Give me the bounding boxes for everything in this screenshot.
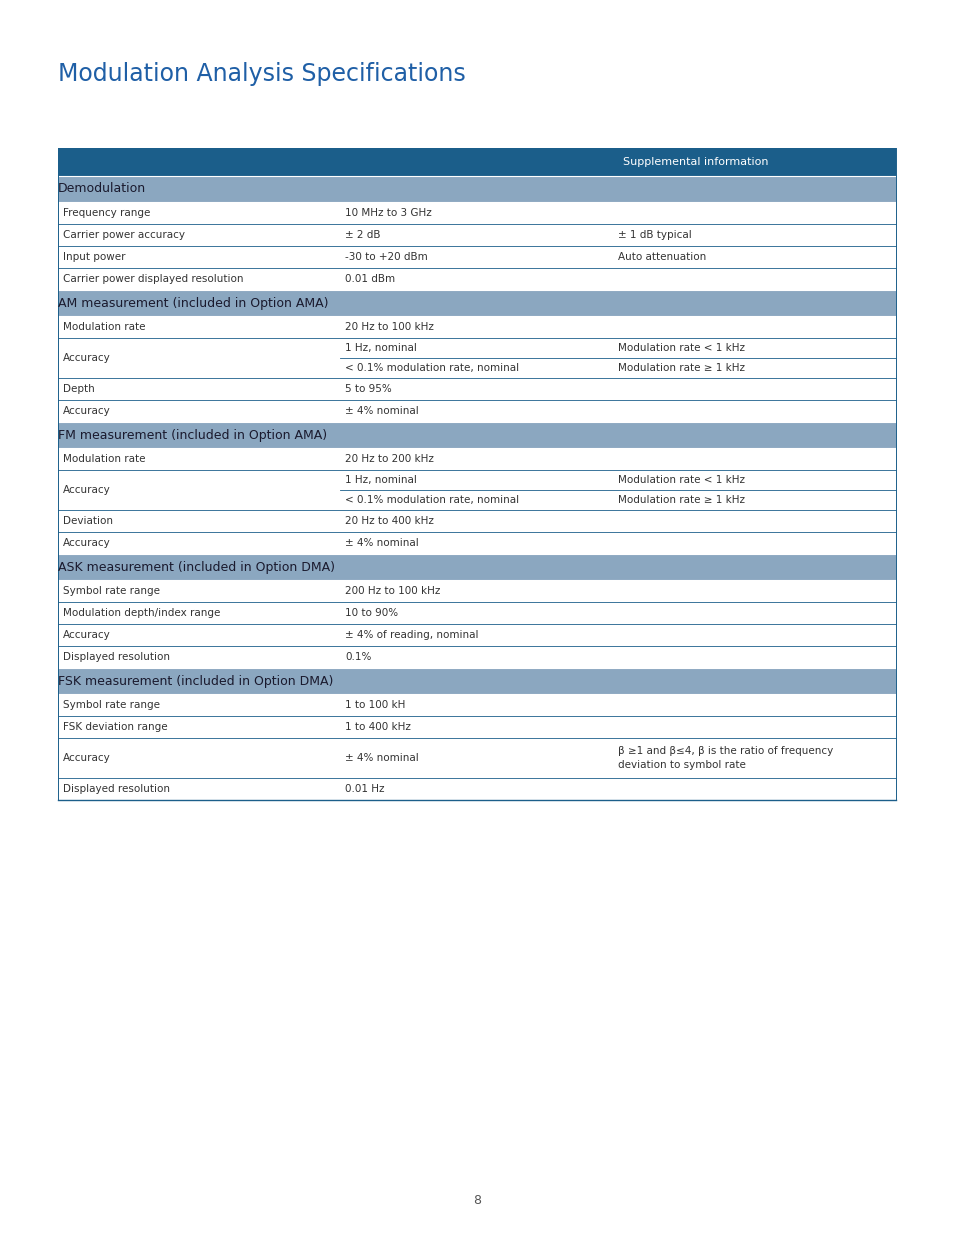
Text: Accuracy: Accuracy (63, 485, 111, 495)
Text: Displayed resolution: Displayed resolution (63, 784, 170, 794)
Text: Modulation Analysis Specifications: Modulation Analysis Specifications (58, 62, 465, 86)
Text: Displayed resolution: Displayed resolution (63, 652, 170, 662)
Bar (58, 646, 895, 668)
Text: Accuracy: Accuracy (63, 353, 111, 363)
Text: ± 4% nominal: ± 4% nominal (345, 538, 418, 548)
Text: Symbol rate range: Symbol rate range (63, 700, 160, 710)
Bar (58, 601, 895, 624)
Text: Modulation depth/index range: Modulation depth/index range (63, 608, 220, 618)
Bar (58, 694, 895, 716)
Text: 10 to 90%: 10 to 90% (345, 608, 397, 618)
Text: 8: 8 (473, 1193, 480, 1207)
Bar (58, 400, 895, 422)
Bar (58, 203, 895, 224)
Text: < 0.1% modulation rate, nominal: < 0.1% modulation rate, nominal (345, 363, 518, 373)
Text: FSK deviation range: FSK deviation range (63, 722, 168, 732)
Bar (58, 624, 895, 646)
Text: ± 4% of reading, nominal: ± 4% of reading, nominal (345, 630, 478, 640)
Text: β ≥1 and β≤4, β is the ratio of frequency: β ≥1 and β≤4, β is the ratio of frequenc… (618, 746, 832, 756)
Text: Modulation rate: Modulation rate (63, 322, 146, 332)
Text: Accuracy: Accuracy (63, 753, 111, 763)
Text: AM measurement (included in Option AMA): AM measurement (included in Option AMA) (58, 296, 328, 310)
Text: Accuracy: Accuracy (63, 630, 111, 640)
Text: Depth: Depth (63, 384, 94, 394)
Text: ASK measurement (included in Option DMA): ASK measurement (included in Option DMA) (58, 561, 335, 573)
Text: ± 4% nominal: ± 4% nominal (345, 753, 418, 763)
Text: Carrier power displayed resolution: Carrier power displayed resolution (63, 274, 243, 284)
Text: Modulation rate < 1 kHz: Modulation rate < 1 kHz (618, 475, 744, 485)
Text: FSK measurement (included in Option DMA): FSK measurement (included in Option DMA) (58, 674, 333, 688)
Text: -30 to +20 dBm: -30 to +20 dBm (345, 252, 427, 262)
Text: 20 Hz to 100 kHz: 20 Hz to 100 kHz (345, 322, 434, 332)
Text: Modulation rate ≥ 1 kHz: Modulation rate ≥ 1 kHz (618, 363, 744, 373)
Bar (58, 177, 895, 203)
Text: Carrier power accuracy: Carrier power accuracy (63, 230, 185, 240)
Text: 1 Hz, nominal: 1 Hz, nominal (345, 343, 416, 353)
Text: 0.01 Hz: 0.01 Hz (345, 784, 384, 794)
Bar (58, 510, 895, 532)
Text: Demodulation: Demodulation (58, 183, 146, 195)
Text: 20 Hz to 200 kHz: 20 Hz to 200 kHz (345, 454, 434, 464)
Bar (58, 739, 895, 778)
Text: 1 Hz, nominal: 1 Hz, nominal (345, 475, 416, 485)
Bar (58, 471, 895, 510)
Bar (58, 448, 895, 471)
Bar (58, 148, 895, 177)
Text: Auto attenuation: Auto attenuation (618, 252, 705, 262)
Text: 5 to 95%: 5 to 95% (345, 384, 392, 394)
Text: 10 MHz to 3 GHz: 10 MHz to 3 GHz (345, 207, 432, 219)
Text: Frequency range: Frequency range (63, 207, 151, 219)
Bar (58, 422, 895, 448)
Text: Modulation rate < 1 kHz: Modulation rate < 1 kHz (618, 343, 744, 353)
Bar (58, 378, 895, 400)
Text: Accuracy: Accuracy (63, 406, 111, 416)
Text: Accuracy: Accuracy (63, 538, 111, 548)
Bar (58, 555, 895, 580)
Text: FM measurement (included in Option AMA): FM measurement (included in Option AMA) (58, 429, 327, 441)
Bar (58, 532, 895, 555)
Text: 200 Hz to 100 kHz: 200 Hz to 100 kHz (345, 585, 440, 597)
Bar (58, 716, 895, 739)
Text: Modulation rate: Modulation rate (63, 454, 146, 464)
Bar (58, 338, 895, 378)
Text: 0.01 dBm: 0.01 dBm (345, 274, 395, 284)
Text: Modulation rate ≥ 1 kHz: Modulation rate ≥ 1 kHz (618, 495, 744, 505)
Text: Supplemental information: Supplemental information (622, 157, 768, 167)
Bar (58, 668, 895, 694)
Text: 0.1%: 0.1% (345, 652, 371, 662)
Bar (58, 778, 895, 800)
Text: ± 1 dB typical: ± 1 dB typical (618, 230, 691, 240)
Text: Symbol rate range: Symbol rate range (63, 585, 160, 597)
Text: 20 Hz to 400 kHz: 20 Hz to 400 kHz (345, 516, 434, 526)
Text: 1 to 100 kH: 1 to 100 kH (345, 700, 405, 710)
Text: deviation to symbol rate: deviation to symbol rate (618, 761, 745, 771)
Text: < 0.1% modulation rate, nominal: < 0.1% modulation rate, nominal (345, 495, 518, 505)
Bar (58, 580, 895, 601)
Bar (58, 290, 895, 316)
Bar (58, 316, 895, 338)
Bar (58, 224, 895, 246)
Bar (58, 246, 895, 268)
Text: Deviation: Deviation (63, 516, 112, 526)
Text: ± 4% nominal: ± 4% nominal (345, 406, 418, 416)
Text: Input power: Input power (63, 252, 126, 262)
Bar (58, 268, 895, 290)
Text: ± 2 dB: ± 2 dB (345, 230, 380, 240)
Text: 1 to 400 kHz: 1 to 400 kHz (345, 722, 411, 732)
